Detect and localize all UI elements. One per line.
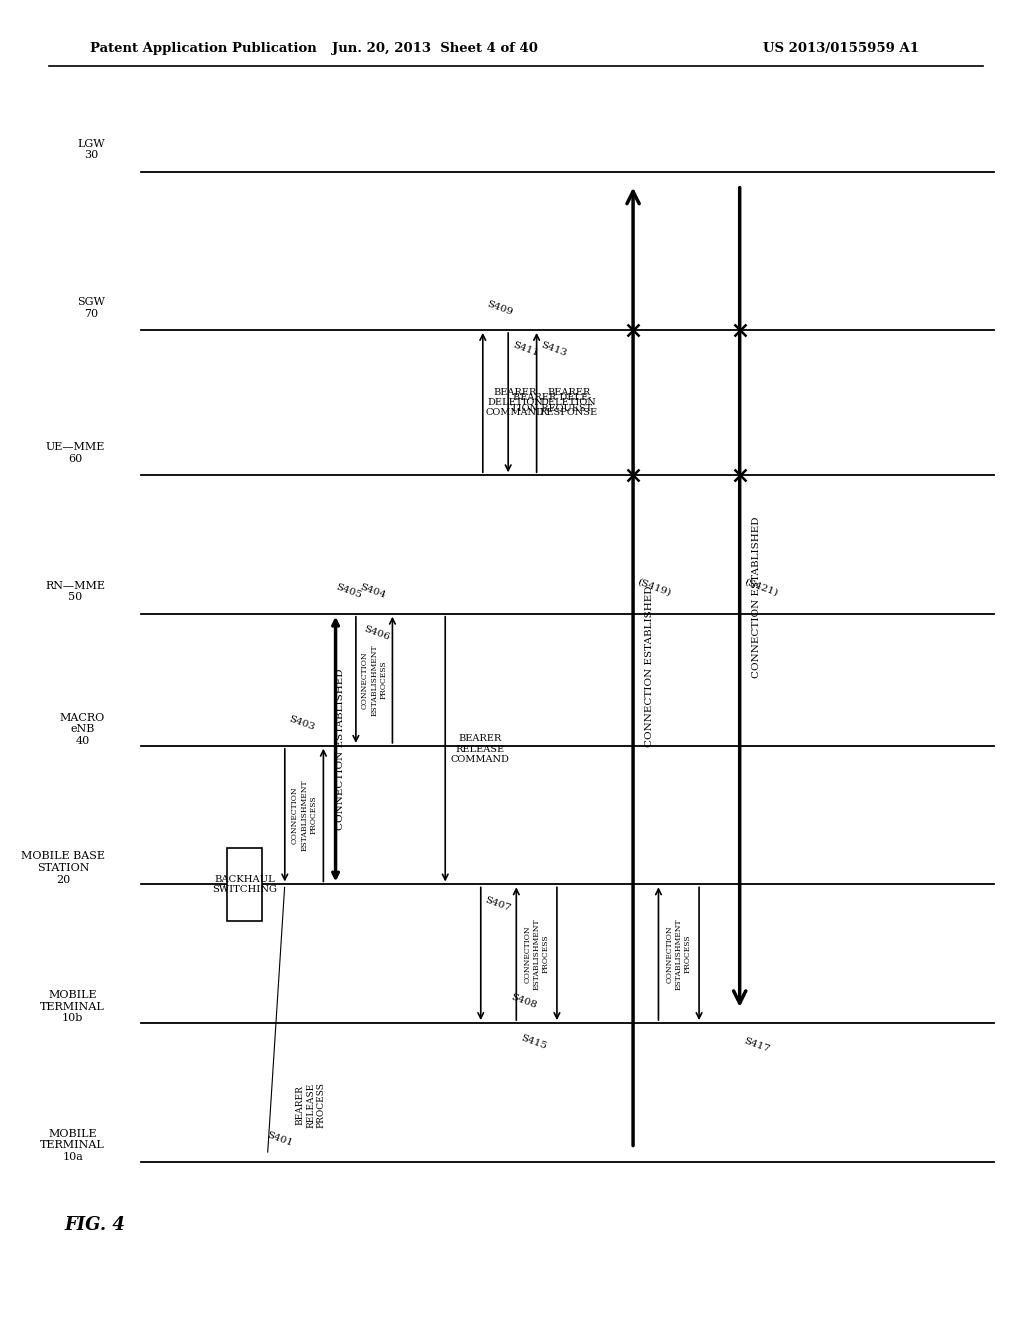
Text: S407: S407 — [483, 895, 512, 912]
Text: BACKHAUL
SWITCHING: BACKHAUL SWITCHING — [212, 875, 278, 894]
Text: (S419): (S419) — [636, 577, 673, 598]
Text: BEARER
DELETION
RESPONSE: BEARER DELETION RESPONSE — [540, 388, 598, 417]
Text: BEARER
DELETION
COMMAND: BEARER DELETION COMMAND — [485, 388, 545, 417]
Text: Jun. 20, 2013  Sheet 4 of 40: Jun. 20, 2013 Sheet 4 of 40 — [332, 42, 538, 55]
Text: CONNECTION ESTABLISHED: CONNECTION ESTABLISHED — [645, 586, 654, 747]
Text: CONNECTION
ESTABLISHMENT
PROCESS: CONNECTION ESTABLISHMENT PROCESS — [360, 644, 387, 715]
Text: S404: S404 — [359, 583, 387, 601]
Text: (S421): (S421) — [742, 577, 779, 598]
Text: S406: S406 — [361, 624, 390, 642]
Text: S403: S403 — [288, 715, 316, 733]
Text: LGW
30: LGW 30 — [78, 139, 105, 160]
Text: S415: S415 — [519, 1034, 548, 1051]
Text: MOBILE BASE
STATION
20: MOBILE BASE STATION 20 — [22, 851, 105, 884]
Text: S408: S408 — [509, 993, 538, 1010]
Text: CONNECTION ESTABLISHED: CONNECTION ESTABLISHED — [336, 668, 345, 830]
Text: FIG. 4: FIG. 4 — [65, 1216, 125, 1234]
Text: S417: S417 — [742, 1036, 771, 1053]
Text: S409: S409 — [485, 300, 514, 317]
Text: CONNECTION
ESTABLISHMENT
PROCESS: CONNECTION ESTABLISHMENT PROCESS — [523, 917, 550, 990]
Text: S411: S411 — [511, 341, 540, 358]
Text: SGW
70: SGW 70 — [77, 297, 105, 318]
Text: MOBILE
TERMINAL
10b: MOBILE TERMINAL 10b — [40, 990, 105, 1023]
Text: CONNECTION
ESTABLISHMENT
PROCESS: CONNECTION ESTABLISHMENT PROCESS — [291, 779, 317, 851]
Text: UE—MME
60: UE—MME 60 — [46, 442, 105, 463]
Text: MACRO
eNB
40: MACRO eNB 40 — [59, 713, 105, 746]
Text: BEARER
RELEASE
PROCESS: BEARER RELEASE PROCESS — [296, 1082, 326, 1129]
Bar — [227, 849, 262, 921]
Text: US 2013/0155959 A1: US 2013/0155959 A1 — [763, 42, 920, 55]
Text: MOBILE
TERMINAL
10a: MOBILE TERMINAL 10a — [40, 1129, 105, 1162]
Text: S405: S405 — [335, 583, 362, 601]
Text: BEARER DELE-
TION REQUEST: BEARER DELE- TION REQUEST — [511, 393, 593, 412]
Text: CONNECTION
ESTABLISHMENT
PROCESS: CONNECTION ESTABLISHMENT PROCESS — [666, 917, 692, 990]
Text: BEARER
RELEASE
COMMAND: BEARER RELEASE COMMAND — [451, 734, 509, 764]
Text: Patent Application Publication: Patent Application Publication — [90, 42, 316, 55]
Text: S413: S413 — [540, 341, 568, 358]
Text: S401: S401 — [265, 1131, 294, 1148]
Text: CONNECTION ESTABLISHED: CONNECTION ESTABLISHED — [752, 516, 761, 678]
Text: RN—MME
50: RN—MME 50 — [45, 581, 105, 602]
